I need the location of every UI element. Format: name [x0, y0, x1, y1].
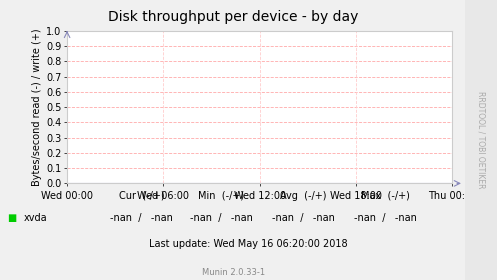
Text: -nan  /   -nan: -nan / -nan [272, 213, 334, 223]
Text: -nan  /   -nan: -nan / -nan [190, 213, 252, 223]
Text: Munin 2.0.33-1: Munin 2.0.33-1 [202, 268, 265, 277]
Text: -nan  /   -nan: -nan / -nan [354, 213, 416, 223]
Text: Avg  (-/+): Avg (-/+) [280, 191, 327, 201]
Text: Min  (-/+): Min (-/+) [198, 191, 244, 201]
Y-axis label: Bytes/second read (-) / write (+): Bytes/second read (-) / write (+) [32, 28, 42, 186]
Text: Last update: Wed May 16 06:20:00 2018: Last update: Wed May 16 06:20:00 2018 [149, 239, 348, 249]
Text: ■: ■ [7, 213, 17, 223]
Text: Max  (-/+): Max (-/+) [361, 191, 410, 201]
Text: xvda: xvda [24, 213, 48, 223]
Text: Disk throughput per device - by day: Disk throughput per device - by day [108, 10, 359, 24]
Text: -nan  /   -nan: -nan / -nan [110, 213, 173, 223]
Text: RRDTOOL / TOBI OETIKER: RRDTOOL / TOBI OETIKER [476, 91, 486, 189]
Text: Cur  (-/+): Cur (-/+) [119, 191, 165, 201]
